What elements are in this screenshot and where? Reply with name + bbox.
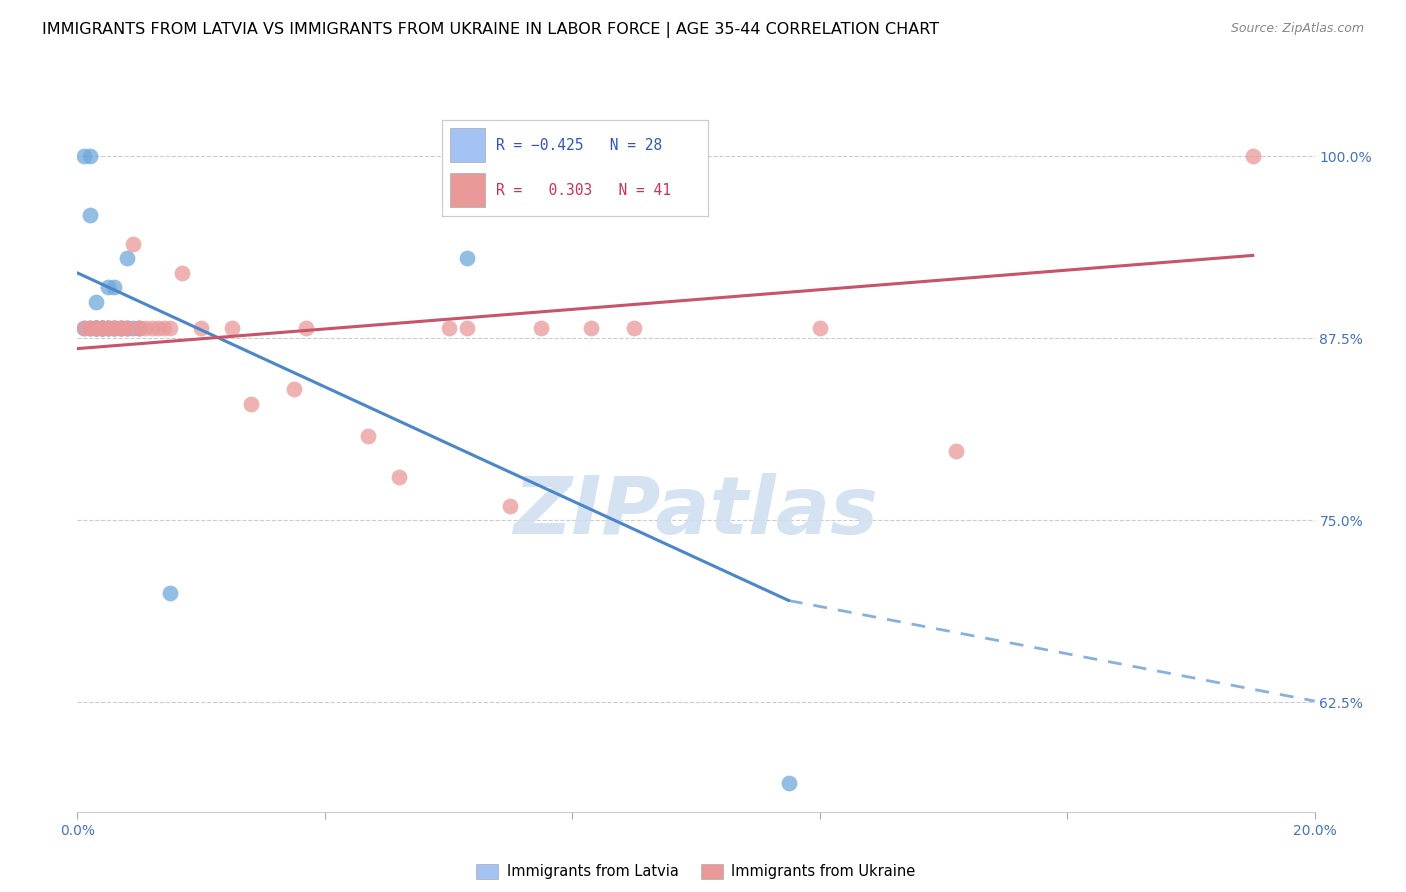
Point	[159, 321, 181, 335]
Point	[1241, 149, 1264, 163]
Point	[437, 321, 460, 335]
Point	[134, 321, 156, 335]
Point	[97, 321, 120, 335]
Point	[91, 321, 114, 335]
Point	[103, 280, 125, 294]
Point	[172, 266, 194, 280]
Point	[72, 149, 94, 163]
Point	[91, 321, 114, 335]
Point	[115, 321, 138, 335]
Point	[79, 149, 101, 163]
Point	[115, 252, 138, 266]
Point	[499, 499, 522, 513]
Point	[91, 321, 114, 335]
Point	[103, 321, 125, 335]
Point	[115, 321, 138, 335]
Point	[84, 321, 107, 335]
Point	[128, 321, 150, 335]
Text: ZIPatlas: ZIPatlas	[513, 473, 879, 551]
Point	[97, 321, 120, 335]
Point	[159, 586, 181, 600]
Point	[72, 321, 94, 335]
Point	[91, 321, 114, 335]
Text: IMMIGRANTS FROM LATVIA VS IMMIGRANTS FROM UKRAINE IN LABOR FORCE | AGE 35-44 COR: IMMIGRANTS FROM LATVIA VS IMMIGRANTS FRO…	[42, 22, 939, 38]
Point	[357, 429, 380, 443]
Text: Source: ZipAtlas.com: Source: ZipAtlas.com	[1230, 22, 1364, 36]
Point	[110, 321, 132, 335]
Point	[91, 321, 114, 335]
Point	[97, 321, 120, 335]
Point	[110, 321, 132, 335]
Point	[110, 321, 132, 335]
Point	[456, 321, 478, 335]
Point	[84, 321, 107, 335]
Point	[388, 469, 411, 483]
Point	[239, 397, 262, 411]
Point	[778, 775, 800, 789]
Point	[221, 321, 243, 335]
Legend: Immigrants from Latvia, Immigrants from Ukraine: Immigrants from Latvia, Immigrants from …	[470, 856, 922, 887]
Point	[623, 321, 645, 335]
Point	[128, 321, 150, 335]
Point	[153, 321, 176, 335]
Point	[79, 321, 101, 335]
Point	[84, 321, 107, 335]
Point	[945, 443, 967, 458]
Point	[84, 321, 107, 335]
Point	[103, 321, 125, 335]
Point	[79, 321, 101, 335]
Point	[72, 321, 94, 335]
Point	[97, 280, 120, 294]
Point	[141, 321, 163, 335]
Point	[97, 321, 120, 335]
Point	[91, 321, 114, 335]
Point	[190, 321, 212, 335]
Point	[530, 321, 553, 335]
Point	[456, 252, 478, 266]
Point	[295, 321, 318, 335]
Point	[110, 321, 132, 335]
Point	[79, 208, 101, 222]
Point	[84, 321, 107, 335]
Point	[122, 321, 145, 335]
Point	[808, 321, 831, 335]
Point	[103, 321, 125, 335]
Point	[128, 321, 150, 335]
Point	[84, 295, 107, 310]
Point	[103, 321, 125, 335]
Point	[146, 321, 169, 335]
Point	[115, 321, 138, 335]
Point	[84, 321, 107, 335]
Point	[283, 383, 305, 397]
Point	[79, 321, 101, 335]
Point	[122, 236, 145, 251]
Point	[579, 321, 602, 335]
